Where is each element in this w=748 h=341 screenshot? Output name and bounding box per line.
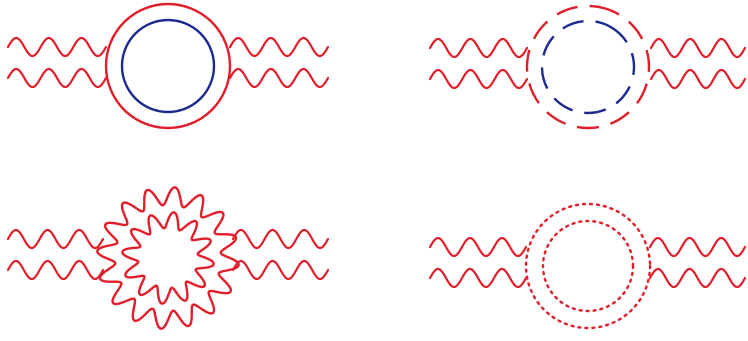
wavy-loops-inner-loop — [121, 211, 215, 305]
dashed-loops-right-wavy-line-1 — [649, 37, 747, 59]
dotted-loops-right-wavy-line-1 — [648, 236, 747, 258]
solid-loops-right-wavy-line-1 — [228, 36, 330, 58]
solid-loops-left-wavy-line-2 — [6, 67, 108, 89]
wavy-loops-left-wavy-line-2 — [6, 259, 105, 281]
dashed-loops-left-wavy-line-2 — [428, 68, 529, 90]
solid-loops-diagram — [6, 2, 330, 130]
solid-loops-left-wavy-line-1 — [6, 36, 108, 58]
dotted-loops-left-wavy-line-2 — [428, 267, 528, 289]
dashed-loops-inner-loop — [540, 19, 636, 115]
dotted-loops-right-wavy-line-2 — [648, 267, 747, 289]
dashed-loops-outer-loop — [525, 4, 651, 130]
dotted-loops-outer-loop — [524, 202, 652, 330]
dotted-loops-left-wavy-line-1 — [428, 236, 528, 258]
wavy-loops-diagram — [6, 186, 330, 330]
solid-loops-outer-loop — [104, 2, 232, 130]
dashed-loops-diagram — [428, 4, 747, 130]
dashed-loops-left-wavy-line-1 — [428, 37, 529, 59]
dotted-loops-inner-loop — [541, 219, 635, 313]
wavy-loops-outer-loop — [96, 186, 240, 330]
dotted-loops-diagram — [428, 202, 747, 330]
wavy-loops-right-wavy-line-1 — [231, 228, 330, 250]
wavy-loops-right-wavy-line-2 — [231, 259, 330, 281]
solid-loops-inner-loop — [120, 18, 216, 114]
dashed-loops-right-wavy-line-2 — [649, 68, 747, 90]
wavy-loops-left-wavy-line-1 — [6, 228, 105, 250]
solid-loops-right-wavy-line-2 — [228, 67, 330, 89]
